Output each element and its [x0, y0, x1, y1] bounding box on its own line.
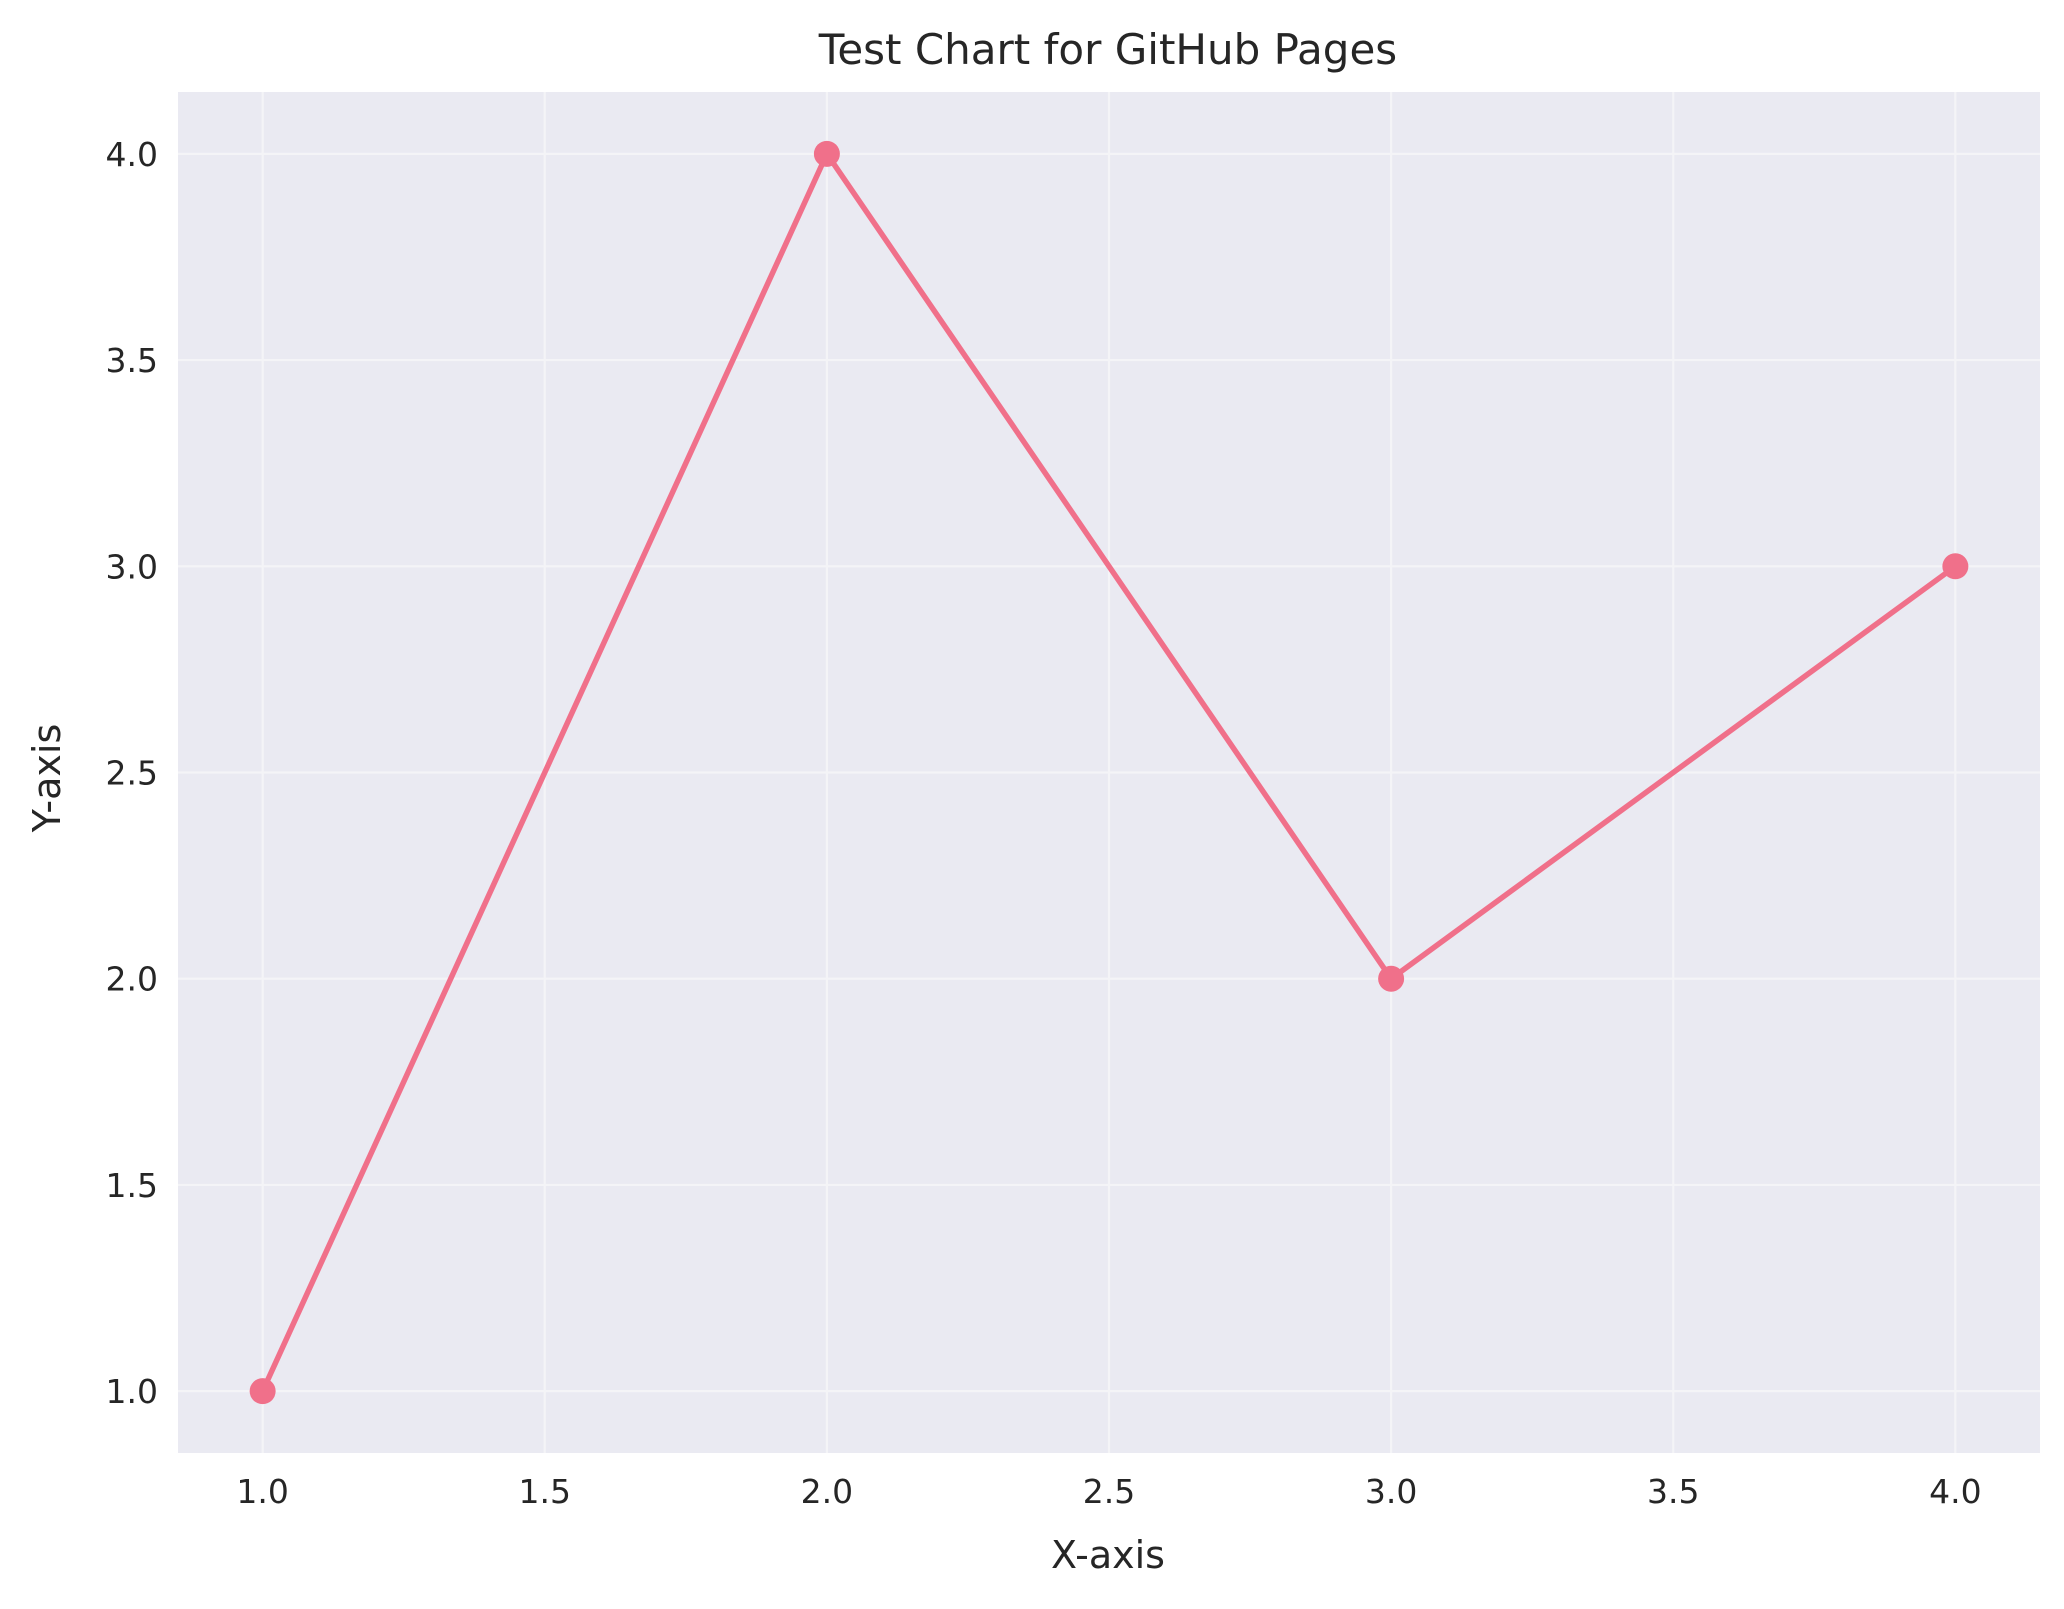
- series-line: [259, 151, 1959, 1394]
- x-tick-label: 3.0: [1365, 1472, 1417, 1511]
- y-tick-label: 2.5: [106, 754, 158, 793]
- chart-title: Test Chart for GitHub Pages: [818, 25, 1397, 74]
- data-point-marker: [249, 1378, 276, 1405]
- x-tick-label: 4.0: [1929, 1472, 1981, 1511]
- data-point-marker: [1942, 553, 1969, 580]
- x-tick-label: 1.0: [236, 1472, 288, 1511]
- x-tick-label: 3.5: [1647, 1472, 1699, 1511]
- y-tick-label: 3.5: [106, 341, 158, 380]
- y-axis-label: Y-axis: [25, 724, 69, 834]
- y-tick-label: 4.0: [106, 135, 158, 174]
- x-tick-label: 2.5: [1083, 1472, 1135, 1511]
- y-tick-label: 2.0: [106, 960, 158, 999]
- y-tick-label: 1.0: [106, 1372, 158, 1411]
- x-axis-label: X-axis: [1051, 1533, 1165, 1577]
- x-tick-labels: 1.0 1.5 2.0 2.5 3.0 3.5 4.0: [236, 1472, 1981, 1511]
- y-tick-label: 3.0: [106, 547, 158, 586]
- data-point-marker: [1378, 965, 1405, 992]
- series-layer: [249, 140, 1969, 1405]
- y-tick-label: 1.5: [106, 1166, 158, 1205]
- x-tick-label: 1.5: [519, 1472, 571, 1511]
- data-point-marker: [813, 140, 840, 167]
- y-gridlines: [178, 152, 2040, 1393]
- x-tick-label: 2.0: [801, 1472, 853, 1511]
- y-tick-labels: 1.0 1.5 2.0 2.5 3.0 3.5 4.0: [106, 135, 158, 1411]
